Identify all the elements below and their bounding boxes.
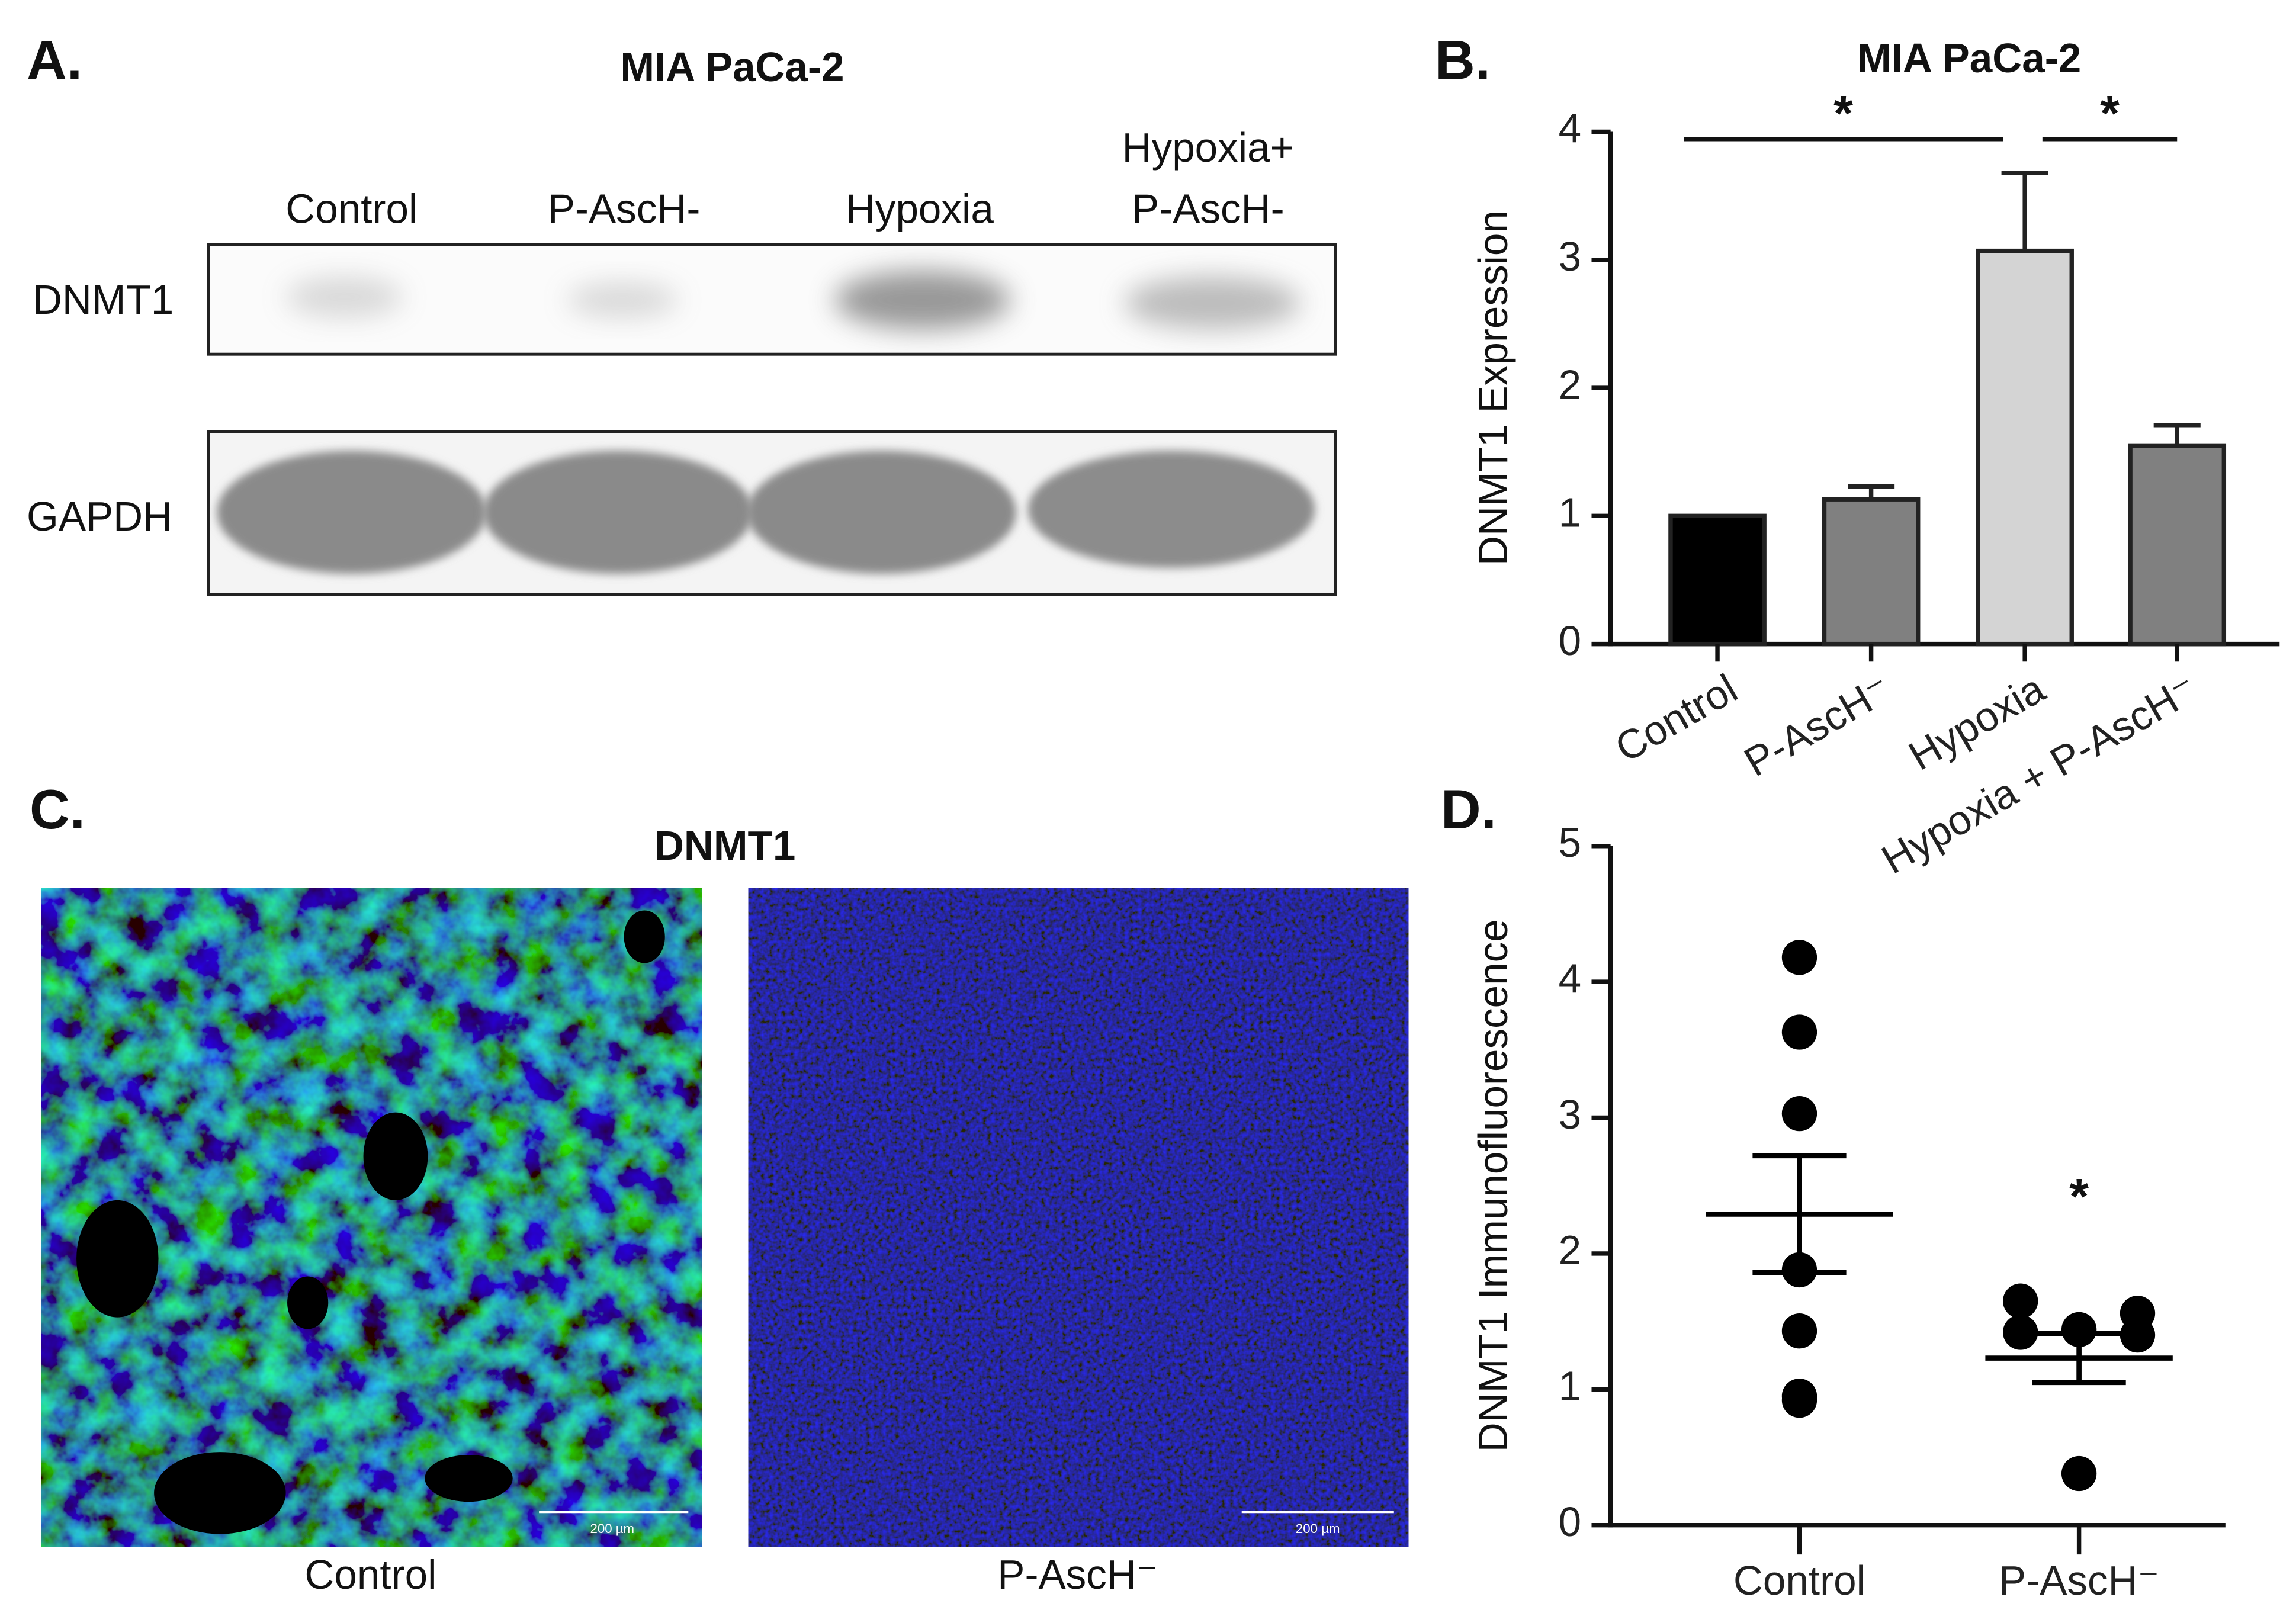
y-tick-label: 0	[1559, 1499, 1582, 1545]
bar	[1976, 248, 2074, 647]
y-tick-label: 2	[1559, 1227, 1582, 1273]
data-point	[1781, 1379, 1817, 1414]
panel-label: A.	[27, 29, 82, 91]
panel-label: D.	[1441, 778, 1497, 840]
data-point	[2003, 1283, 2038, 1319]
data-point	[1781, 1313, 1817, 1349]
data-point	[2003, 1315, 2038, 1350]
data-point	[1781, 940, 1817, 975]
lane-label: Hypoxia+	[1122, 124, 1294, 171]
panel-label: C.	[30, 778, 85, 840]
y-axis-label: DNMT1 Expression	[1470, 210, 1516, 565]
row-label: DNMT1	[33, 277, 174, 323]
micrograph-caption: P-AscH⁻	[997, 1551, 1158, 1598]
micrograph-treated: 200 µm	[748, 888, 1409, 1547]
micrograph-control: 200 µm	[41, 888, 702, 1547]
y-axis-label: DNMT1 Immunofluorescence	[1470, 919, 1516, 1452]
data-point	[2061, 1455, 2097, 1492]
panel-label: B.	[1435, 29, 1491, 91]
y-tick-label: 0	[1559, 618, 1582, 664]
lane-label: Hypoxia	[846, 186, 994, 232]
data-point	[1781, 1014, 1817, 1050]
scale-bar-label: 200 µm	[1296, 1521, 1340, 1536]
x-tick-label: Control	[1733, 1557, 1865, 1604]
blot-title: MIA PaCa-2	[620, 44, 844, 90]
y-tick-label: 5	[1559, 820, 1582, 866]
significance-label: *	[2100, 85, 2120, 141]
lane-label: P-AscH-	[548, 186, 701, 232]
lane-labels: Control P-AscH- Hypoxia Hypoxia+ P-AscH-	[285, 124, 1294, 232]
data-point	[2061, 1312, 2097, 1348]
blot-dnmt1	[207, 243, 1337, 356]
x-tick-label: P-AscH⁻	[1736, 665, 1899, 785]
micrograph-title: DNMT1	[654, 822, 795, 869]
y-tick-label: 1	[1559, 490, 1582, 536]
y-tick-label: 2	[1559, 361, 1582, 407]
data-point	[2120, 1317, 2156, 1353]
lane-label: Control	[285, 186, 418, 232]
row-label: GAPDH	[27, 493, 172, 539]
scale-bar-label: 200 µm	[590, 1521, 634, 1536]
chart-title: MIA PaCa-2	[1857, 35, 2081, 81]
y-tick-label: 1	[1559, 1363, 1582, 1409]
bar	[1668, 513, 1767, 647]
bar	[1822, 497, 1921, 647]
significance-label: *	[2069, 1168, 2089, 1224]
significance-label: *	[1833, 85, 1853, 141]
blot-gapdh	[207, 430, 1337, 596]
data-point	[1781, 1095, 1817, 1132]
x-tick-label: P-AscH⁻	[1999, 1557, 2159, 1604]
lane-label: P-AscH-	[1132, 186, 1285, 232]
y-tick-label: 4	[1559, 955, 1582, 1001]
y-tick-label: 3	[1559, 233, 1582, 279]
micrograph-caption: Control	[304, 1551, 436, 1598]
y-tick-label: 3	[1559, 1091, 1582, 1138]
bar	[2128, 443, 2227, 647]
x-tick-label: Control	[1607, 665, 1745, 771]
y-tick-label: 4	[1559, 105, 1582, 152]
